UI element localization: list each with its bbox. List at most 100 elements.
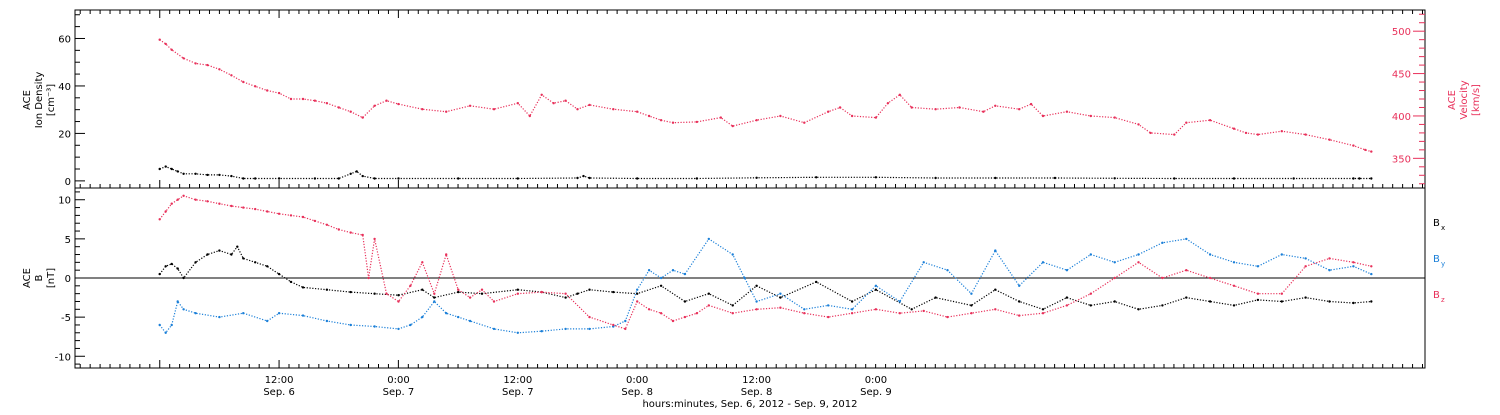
mag-by-point [803, 308, 806, 311]
mag-bx-point [1113, 300, 1116, 303]
velocity-point [564, 99, 567, 102]
mag-by-point [457, 315, 460, 319]
x-tick-time-label: 12:00 [503, 375, 532, 386]
mag-bz-point [421, 261, 424, 264]
mag-bz-point [349, 231, 352, 234]
top-right-tick-label: 400 [1392, 112, 1411, 123]
velocity-point [1065, 110, 1069, 113]
top-right-tick-label: 350 [1392, 154, 1411, 165]
velocity-point [1137, 123, 1140, 126]
velocity-point [170, 48, 173, 51]
mag-bz-point [564, 292, 567, 295]
mag-bz-point [1328, 257, 1331, 260]
velocity-point [1149, 131, 1152, 135]
mag-bz-point [588, 315, 591, 319]
mag-by-point [1370, 272, 1373, 276]
velocity-point [158, 38, 161, 41]
velocity-point [671, 121, 675, 124]
velocity-point [1113, 116, 1116, 119]
mag-bz-point [850, 312, 854, 315]
x-tick-time-label: 0:00 [865, 375, 887, 386]
ion-density-point [170, 167, 173, 171]
top-ylabel-right-3: [km/s] [1471, 84, 1482, 116]
velocity-point [194, 62, 197, 65]
mag-by-point [445, 312, 448, 315]
mag-bz-point [218, 202, 221, 205]
velocity-point [206, 63, 209, 67]
mag-bx-point [1208, 300, 1212, 303]
mag-bz-point [695, 312, 699, 315]
mag-bz-point [1089, 292, 1093, 295]
mag-bz-point [397, 300, 400, 303]
x-tick-time-label: 12:00 [265, 375, 294, 386]
mag-bz-point [1280, 292, 1284, 295]
mag-bz-point [337, 228, 340, 231]
velocity-point [803, 121, 806, 124]
mag-bz-point [1232, 284, 1236, 287]
mag-bx-point [242, 257, 245, 260]
mag-bz-point [158, 218, 161, 221]
velocity-point [492, 108, 496, 111]
velocity-point [164, 42, 167, 46]
mag-by-point [540, 330, 543, 333]
bottom-ylabel-left-2: B [34, 274, 45, 281]
mag-by-point [1208, 253, 1212, 256]
mag-bz-point [373, 237, 376, 241]
mag-by-point [1304, 257, 1307, 260]
top-left-tick-label: 60 [58, 34, 71, 45]
mag-bz-point [671, 319, 675, 323]
x-tick-date-label: Sep. 8 [741, 387, 773, 398]
mag-by-point [158, 323, 161, 327]
top-ylabel-right-2: Velocity [1459, 80, 1470, 119]
mag-by-point [218, 315, 221, 319]
x-tick-date-label: Sep. 6 [263, 387, 295, 398]
mag-bz-point [659, 312, 663, 315]
ion-density-point [313, 177, 317, 180]
mag-bz-point [994, 308, 997, 311]
x-tick-date-label: Sep. 7 [383, 387, 415, 398]
mag-by-point [1161, 241, 1164, 244]
mag-bz-point [946, 315, 949, 319]
velocity-point [731, 124, 734, 128]
mag-by-point [492, 327, 496, 331]
top-ylabel-left-3: [cm⁻³] [46, 84, 57, 116]
mag-bx-point [1280, 300, 1284, 303]
mag-bz-point [1018, 314, 1021, 317]
mag-by-point [182, 308, 185, 311]
ion-density-point [373, 177, 376, 180]
mag-bx-point [158, 272, 161, 276]
mag-bz-point [176, 198, 179, 201]
mag-bz-point [731, 312, 734, 315]
mag-bz-point [516, 292, 519, 295]
mag-bx-point [1041, 308, 1045, 311]
velocity-point [266, 89, 269, 92]
mag-bx-point [1232, 304, 1236, 307]
mag-by-point [707, 237, 710, 241]
ion-density-point [349, 172, 352, 175]
mag-bz-point [289, 214, 293, 217]
ion-density-point [158, 167, 161, 171]
mag-by-point [850, 308, 854, 311]
bottom-left-tick-label: 10 [58, 196, 71, 207]
mag-by-point [624, 319, 627, 323]
mag-by-point [1137, 253, 1140, 256]
mag-bz-point [194, 198, 197, 201]
mag-bz-trace [159, 195, 1372, 330]
velocity-point [1280, 130, 1284, 133]
top-panel-frame [74, 9, 1426, 189]
mag-bx-point [236, 245, 239, 248]
mag-bz-point [1185, 269, 1188, 272]
mag-bx-point [588, 288, 591, 291]
mag-bz-point [898, 312, 901, 315]
mag-bx-point [289, 280, 293, 284]
ion-density-point [636, 177, 639, 180]
mag-by-point [659, 276, 663, 280]
mag-bx-point [636, 292, 639, 295]
ion-density-point [218, 173, 221, 177]
mag-bz-point [480, 288, 484, 291]
mag-bx-point [218, 249, 221, 252]
mag-bx-point [1089, 304, 1093, 307]
ion-density-point [874, 176, 878, 179]
ion-density-point [815, 176, 818, 179]
